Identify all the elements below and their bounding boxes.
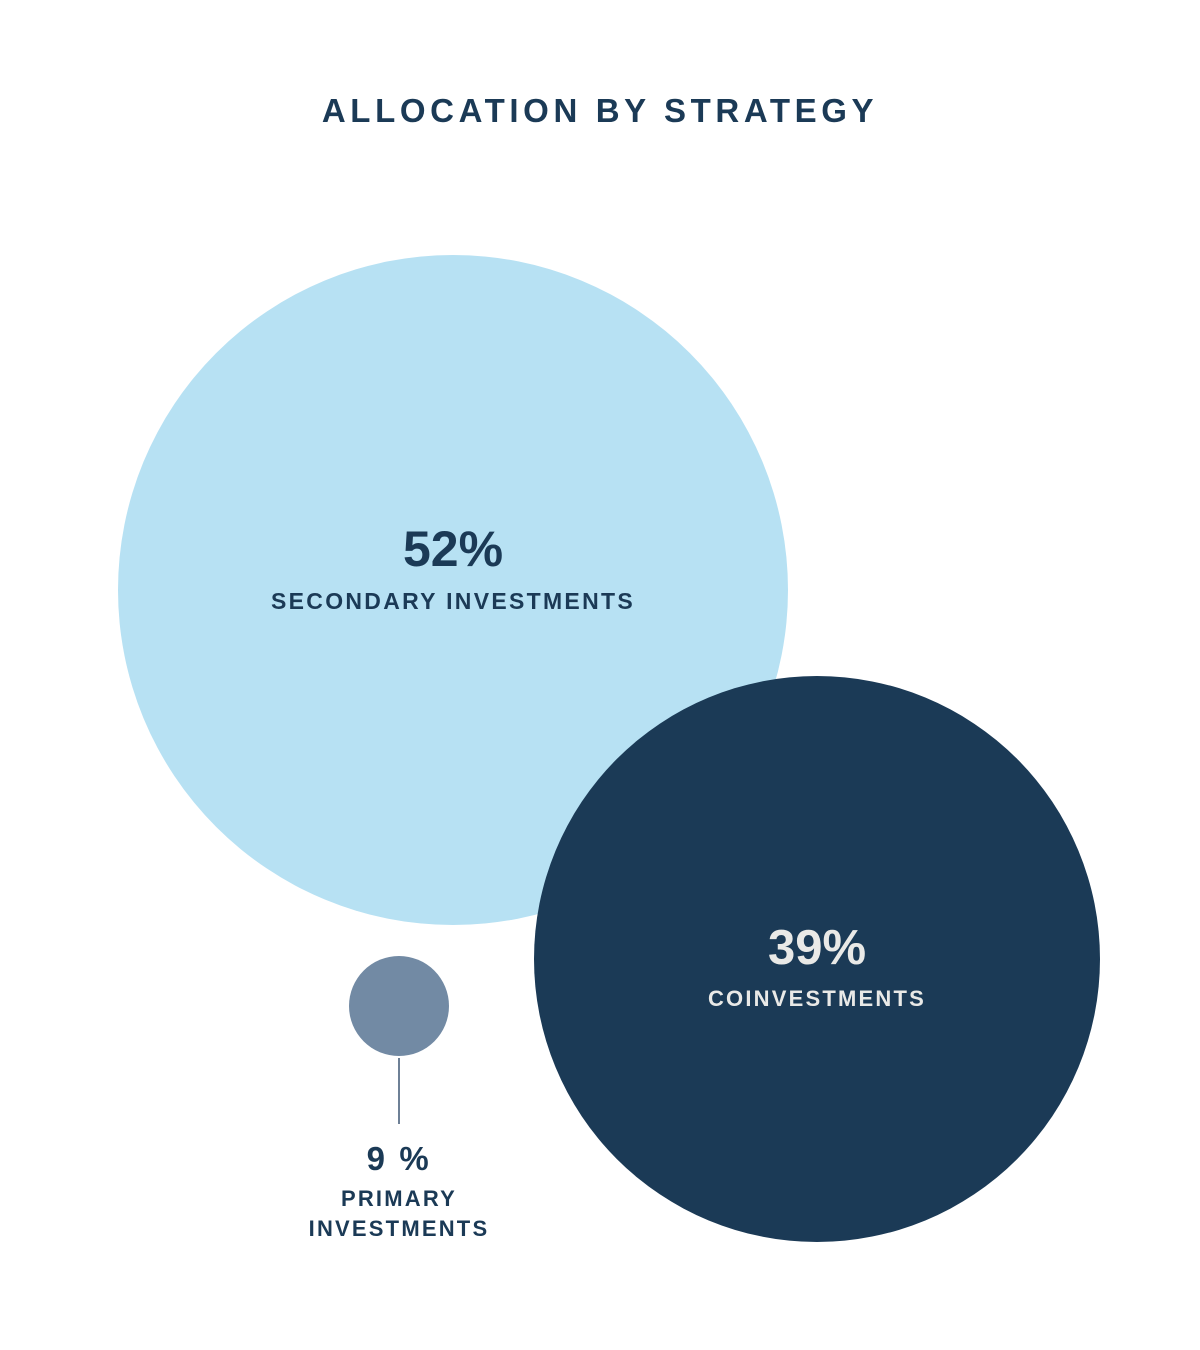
bubble-primary bbox=[349, 956, 449, 1056]
bubble-coinvestments-pct: 39% bbox=[534, 920, 1100, 976]
chart-canvas: ALLOCATION BY STRATEGY 52% SECONDARY INV… bbox=[0, 0, 1200, 1350]
bubble-primary-label: 9 % PRIMARYINVESTMENTS bbox=[249, 1140, 549, 1243]
bubble-secondary-label: 52% SECONDARY INVESTMENTS bbox=[118, 520, 788, 615]
bubble-secondary-pct: 52% bbox=[118, 520, 788, 578]
chart-title: ALLOCATION BY STRATEGY bbox=[0, 92, 1200, 130]
bubble-coinvestments-label: 39% COINVESTMENTS bbox=[534, 920, 1100, 1012]
bubble-secondary-text: SECONDARY INVESTMENTS bbox=[118, 588, 788, 615]
bubble-primary-text: PRIMARYINVESTMENTS bbox=[249, 1184, 549, 1243]
bubble-primary-pct: 9 % bbox=[249, 1140, 549, 1178]
bubble-coinvestments-text: COINVESTMENTS bbox=[534, 986, 1100, 1012]
leader-line-primary bbox=[398, 1058, 400, 1124]
